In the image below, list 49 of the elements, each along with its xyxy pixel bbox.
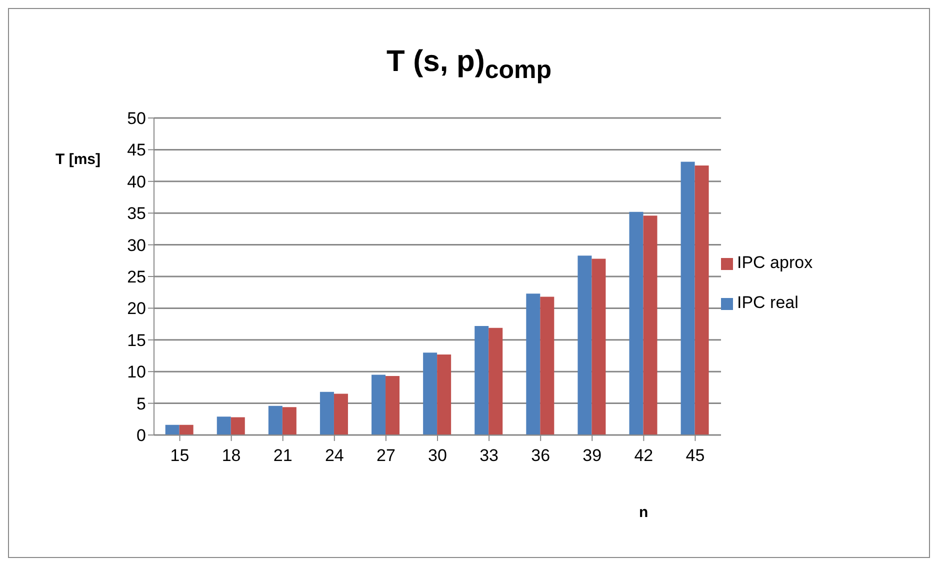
bar [680, 162, 695, 435]
x-tick-label: 42 [634, 446, 654, 466]
x-tick-label: 18 [222, 446, 241, 466]
bar [372, 374, 386, 435]
y-tick-label: 45 [127, 140, 146, 160]
bar [282, 407, 296, 435]
bar [643, 216, 658, 435]
bar [334, 394, 348, 435]
y-axis-title: T [ms] [54, 150, 102, 170]
x-tick-label: 36 [531, 446, 550, 466]
y-tick-label: 5 [136, 394, 146, 414]
x-tick-label: 30 [428, 446, 447, 466]
y-tick-label: 20 [127, 299, 146, 318]
bar [423, 352, 438, 435]
y-tick-label: 35 [127, 204, 146, 224]
x-tick-label: 27 [376, 446, 396, 466]
chart-title: T (s, p)$_{comp}$ [385, 45, 552, 85]
x-tick-label: 24 [324, 446, 344, 466]
legend-label: IPC real [737, 293, 798, 312]
x-tick-label: 45 [686, 446, 705, 466]
x-tick-label: 15 [170, 446, 190, 466]
bar [540, 296, 554, 435]
y-tick-label: 15 [127, 330, 146, 350]
bar [578, 256, 592, 435]
bar [165, 424, 180, 435]
x-tick-label: 33 [480, 446, 499, 466]
y-tick-label: 30 [127, 236, 146, 255]
y-tick-label: 0 [136, 426, 146, 446]
bar [386, 376, 400, 435]
bar [320, 392, 334, 435]
x-tick-label: 21 [273, 446, 292, 466]
y-tick-label: 50 [127, 109, 146, 128]
bar [592, 258, 606, 435]
bar [437, 354, 452, 435]
y-tick-label: 25 [127, 268, 146, 287]
bar [629, 212, 644, 435]
bar [526, 294, 540, 435]
bar [230, 417, 245, 435]
bar [216, 416, 231, 435]
x-tick-label: 39 [582, 446, 602, 466]
y-tick-label: 10 [127, 362, 146, 382]
bar [268, 406, 282, 435]
bar [488, 328, 503, 435]
bar [694, 166, 709, 435]
bar [474, 326, 489, 435]
legend-label: IPC aprox [737, 253, 813, 272]
y-tick-label: 40 [127, 172, 146, 192]
bar [179, 424, 194, 435]
x-axis-title: n [639, 504, 648, 521]
